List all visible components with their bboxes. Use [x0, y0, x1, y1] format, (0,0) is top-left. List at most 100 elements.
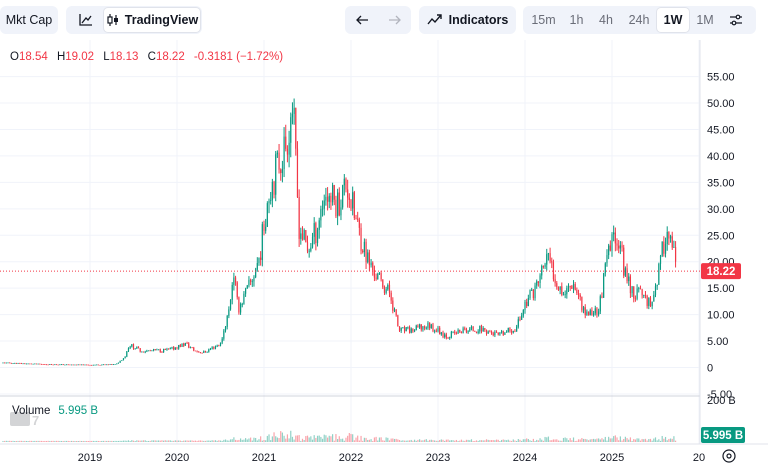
candle-body [126, 351, 128, 357]
last-price-tag: 18.22 [701, 263, 741, 280]
candle-body [333, 185, 335, 200]
candle-body [206, 351, 208, 353]
candle-body [30, 363, 33, 365]
candle-body [377, 273, 379, 280]
volume-bar [255, 437, 257, 442]
volume-bar [343, 440, 345, 442]
interval-1m[interactable]: 1M [696, 13, 714, 27]
time-axis-settings-button[interactable] [722, 449, 736, 463]
volume-bar [531, 440, 533, 442]
candle-body [203, 351, 205, 353]
mkt-cap-button[interactable]: Mkt Cap [0, 6, 58, 34]
candle-body [55, 364, 58, 366]
candle-body [204, 351, 207, 353]
indicators-button[interactable]: Indicators [419, 6, 516, 34]
volume-bar [350, 433, 352, 442]
candle-body [321, 208, 324, 210]
candle-body [629, 276, 632, 294]
candle-body [122, 358, 125, 361]
volume-bar [649, 438, 652, 442]
candle-body [14, 362, 16, 364]
volume-bar [549, 440, 551, 442]
volume-bar [266, 435, 268, 442]
candle-body [27, 363, 29, 365]
volume-bar [114, 440, 116, 442]
interval-1h[interactable]: 1h [569, 13, 584, 27]
candle-body [529, 290, 531, 299]
volume-bar [387, 437, 389, 442]
volume-bar [442, 439, 444, 442]
volume-bar [587, 440, 590, 442]
candle-body [250, 279, 252, 282]
mkt-cap-label: Mkt Cap [5, 13, 53, 27]
candle-body [15, 362, 17, 364]
candle-body [238, 297, 240, 313]
arrow-right-icon [388, 15, 401, 25]
volume-bar [159, 440, 161, 442]
chart-settings-button[interactable] [721, 8, 751, 32]
candle-body [380, 273, 382, 280]
volume-bar [450, 440, 452, 442]
interval-4h[interactable]: 4h [599, 13, 613, 27]
volume-bar [556, 439, 558, 442]
candle-body [219, 342, 222, 346]
volume-bar [375, 436, 377, 442]
interval-1w[interactable]: 1W [657, 8, 689, 32]
volume-bar [286, 434, 289, 442]
volume-bar [470, 439, 473, 442]
candle-body [412, 328, 414, 332]
candle-body [233, 277, 235, 285]
volume-bar [22, 440, 24, 442]
volume-bar [305, 436, 307, 442]
volume-bar [243, 439, 245, 442]
redo-button[interactable] [378, 8, 411, 32]
candle-body [340, 207, 342, 216]
candle-body [608, 245, 610, 256]
interval-15m[interactable]: 15m [531, 13, 556, 27]
candle-body [303, 230, 305, 240]
volume-bar [348, 433, 350, 442]
candle-body [651, 301, 653, 307]
volume-bar [435, 440, 437, 442]
candle-body [52, 364, 54, 366]
candle-body [398, 326, 401, 331]
volume-bar [121, 440, 123, 442]
volume-bar [462, 440, 464, 442]
volume-bar [176, 440, 178, 442]
candle-body [301, 233, 304, 240]
volume-bar [611, 438, 613, 442]
volume-bar [231, 439, 233, 442]
volume-bar [241, 439, 243, 442]
tradingview-watermark: 7 [10, 412, 39, 428]
volume-bar [413, 439, 416, 442]
candle-body [368, 252, 371, 266]
volume-bar [67, 440, 69, 442]
candle-body [273, 181, 275, 195]
volume-bar [353, 440, 355, 442]
chart-grid [0, 40, 700, 444]
volume-bar [191, 440, 193, 442]
volume-bar [198, 440, 200, 442]
candle-body [385, 289, 387, 293]
tradingview-button[interactable]: TradingView [104, 8, 200, 32]
y-tick-label: 35.00 [707, 177, 735, 189]
volume-bar [616, 437, 618, 442]
candle-body [512, 331, 514, 333]
undo-button[interactable] [345, 8, 378, 32]
candle-body [562, 294, 565, 296]
candle-body [37, 363, 39, 365]
volume-bar [475, 440, 478, 442]
line-chart-button[interactable] [68, 8, 104, 32]
volume-bar [658, 439, 660, 442]
candle-body [432, 324, 434, 332]
volume-bar [256, 440, 258, 442]
candle-body [628, 276, 630, 282]
volume-bar [591, 439, 593, 442]
volume-bar [154, 440, 156, 442]
candle-body [176, 347, 178, 349]
interval-24h[interactable]: 24h [628, 13, 650, 27]
volume-bar [634, 439, 637, 442]
low-key: L [103, 51, 110, 63]
volume-bar [603, 439, 605, 442]
